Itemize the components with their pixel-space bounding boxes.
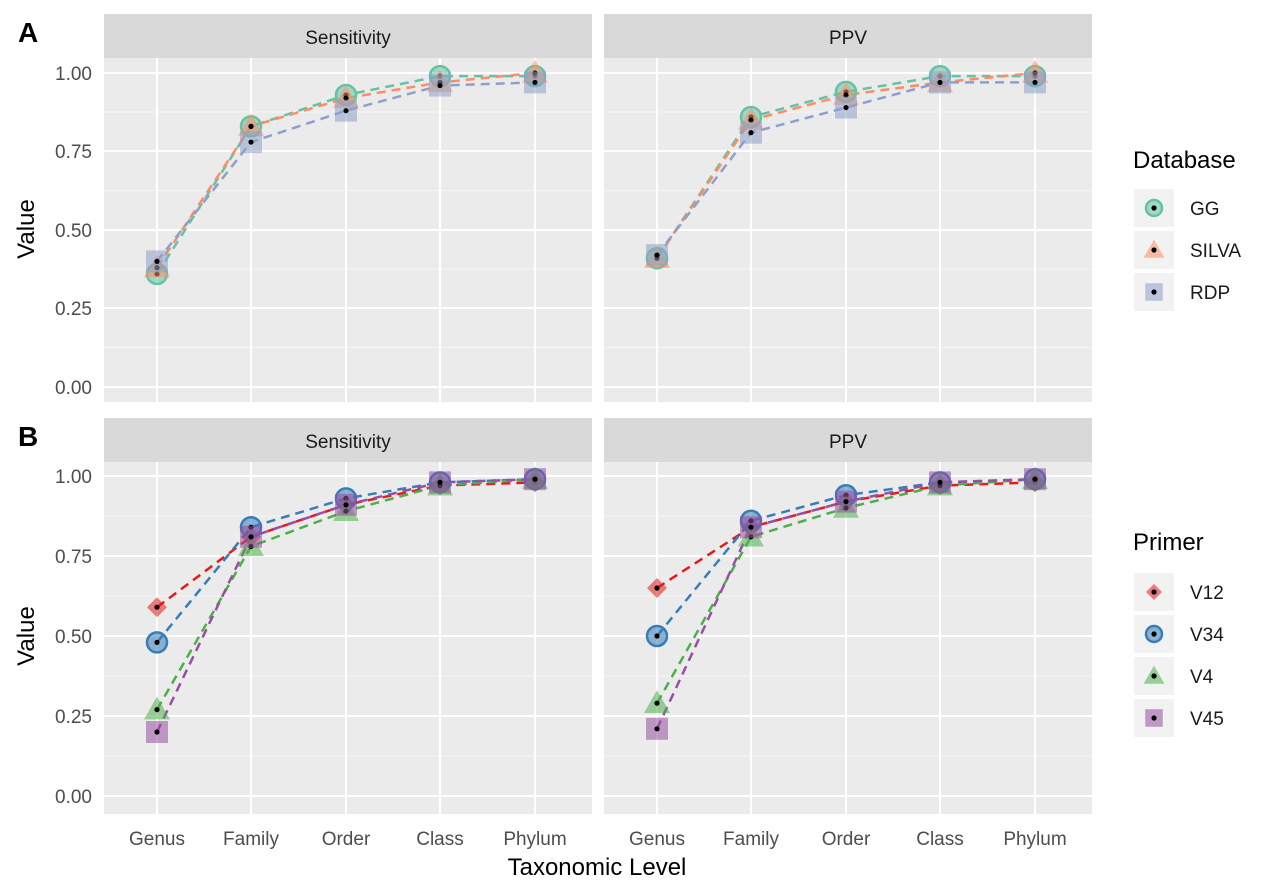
chart-a: A Value Sensitivity 0.00 0.25 0.50 0.75 1.00 PPV… <box>13 14 1241 402</box>
point-rdp-center-dot <box>437 82 443 89</box>
y-tick-label: 0.00 <box>55 787 92 808</box>
y-axis-title: Value <box>13 199 40 259</box>
point-v34-center-dot <box>654 633 660 639</box>
legend-label: RDP <box>1190 283 1230 304</box>
x-tick-label: Class <box>416 829 464 850</box>
y-tick-label: 0.25 <box>55 299 92 320</box>
y-tick-label: 0.50 <box>55 221 92 242</box>
facet-strip <box>604 14 1092 58</box>
point-rdp-center-dot <box>532 79 538 86</box>
legend-label: V45 <box>1190 709 1224 730</box>
legend-primer: Primer V12 V34 V4 V45 <box>1133 529 1224 737</box>
x-tick-label: Phylum <box>1003 829 1066 850</box>
point-v45-center-dot <box>937 479 943 485</box>
x-tick-label: Order <box>322 829 371 850</box>
legend-label: V4 <box>1190 667 1214 688</box>
panel-tag-a: A <box>18 17 38 48</box>
point-rdp-center-dot <box>843 104 849 111</box>
facet-strip <box>104 14 592 58</box>
point-silva-center-dot <box>843 92 849 98</box>
point-v4-center-dot <box>154 707 160 713</box>
y-axis-title: Value <box>13 606 40 666</box>
point-v45-center-dot <box>437 479 443 485</box>
point-rdp-center-dot <box>343 108 349 114</box>
facet-ppv: PPV <box>604 14 1092 402</box>
legend-marker-v12-center-dot <box>1151 589 1157 595</box>
point-v4-center-dot <box>654 700 660 706</box>
point-v45-center-dot <box>654 726 660 732</box>
chart-b: B Value Sensitivity 0.00 0.25 0.50 0.75 1.00 Gen… <box>13 418 1224 850</box>
legend-marker-rdp-center-dot <box>1151 289 1157 295</box>
facet-strip-label: Sensitivity <box>305 432 391 453</box>
panel-background <box>604 462 1092 814</box>
legend-database: Database GG SILVA RDP <box>1133 147 1241 311</box>
facet-strip <box>104 418 592 462</box>
point-v45-center-dot <box>1032 476 1038 482</box>
panel-tag-b: B <box>18 421 38 452</box>
facet-strip-label: Sensitivity <box>305 28 391 49</box>
series-line-rdp <box>656 81 1035 256</box>
y-tick-label: 0.75 <box>55 547 92 568</box>
point-v45-center-dot <box>532 476 538 482</box>
point-v45-center-dot <box>748 524 754 530</box>
point-rdp-center-dot <box>248 139 254 145</box>
y-tick-label: 1.00 <box>55 467 92 488</box>
legend-label: V12 <box>1190 583 1224 604</box>
point-silva-center-dot <box>343 95 349 101</box>
legend-marker-gg-center-dot <box>1151 205 1157 211</box>
x-tick-label: Genus <box>129 829 185 850</box>
x-tick-label: Order <box>822 829 871 850</box>
legend-label: GG <box>1190 199 1220 220</box>
series-line-silva <box>155 71 536 269</box>
legend-marker-v4-center-dot <box>1151 673 1157 679</box>
point-v45-center-dot <box>248 534 254 540</box>
x-tick-label: Class <box>916 829 964 850</box>
point-v34-center-dot <box>154 639 160 646</box>
x-tick-label: Genus <box>629 829 685 850</box>
point-v45-center-dot <box>843 499 849 505</box>
y-tick-label: 0.00 <box>55 378 92 399</box>
legend-title: Database <box>1133 147 1236 174</box>
legend-marker-v34-center-dot <box>1151 631 1157 637</box>
point-silva-center-dot <box>248 123 254 129</box>
facet-ppv: PPV Genus Family Order Class Phylum <box>604 418 1092 850</box>
facet-sensitivity: Sensitivity 0.00 0.25 0.50 0.75 1.00 Genus Fami… <box>55 418 592 850</box>
legend-title: Primer <box>1133 529 1204 556</box>
facet-sensitivity: Sensitivity 0.00 0.25 0.50 0.75 1.00 <box>55 14 592 402</box>
series-line-rdp <box>156 81 536 263</box>
point-silva-center-dot <box>748 117 754 123</box>
facet-strip <box>604 418 1092 462</box>
y-tick-label: 0.75 <box>55 142 92 163</box>
point-rdp-center-dot <box>1032 79 1038 86</box>
legend-label: SILVA <box>1190 241 1241 262</box>
point-v45-center-dot <box>154 729 160 735</box>
x-axis-title: Taxonomic Level <box>508 854 687 881</box>
facet-strip-label: PPV <box>829 432 867 453</box>
point-rdp-center-dot <box>654 252 660 258</box>
x-tick-label: Family <box>723 829 779 850</box>
series-line-silva <box>655 71 1036 259</box>
x-tick-label: Phylum <box>503 829 566 850</box>
point-rdp-center-dot <box>937 79 943 86</box>
point-v45-center-dot <box>343 502 349 508</box>
legend-marker-v45-center-dot <box>1151 715 1157 721</box>
y-tick-label: 0.25 <box>55 707 92 728</box>
y-tick-label: 0.50 <box>55 627 92 648</box>
y-tick-label: 1.00 <box>55 64 92 85</box>
point-rdp-center-dot <box>154 258 160 264</box>
point-v12-center-dot <box>654 585 660 591</box>
point-v12-center-dot <box>154 604 160 610</box>
legend-marker-silva-center-dot <box>1151 247 1157 253</box>
x-tick-label: Family <box>223 829 279 850</box>
point-rdp-center-dot <box>748 130 754 136</box>
facet-strip-label: PPV <box>829 28 867 49</box>
legend-label: V34 <box>1190 625 1224 646</box>
